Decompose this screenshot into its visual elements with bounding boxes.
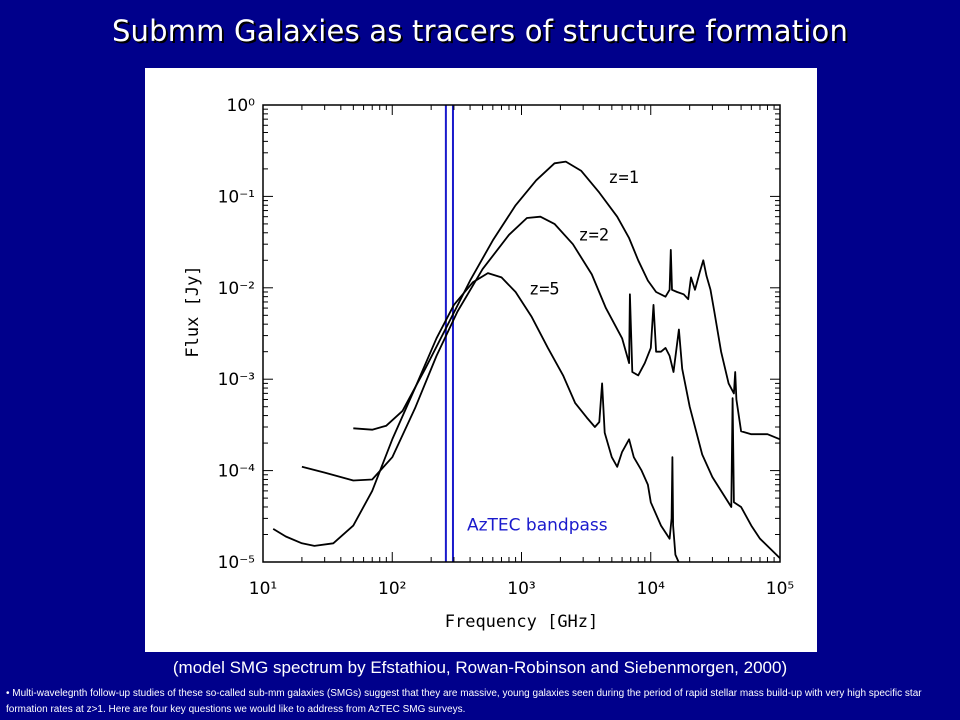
- y-axis-label: Flux [Jy]: [183, 265, 203, 357]
- tick-label-layer: 10¹ 10² 10³ 10⁴ 10⁵ 10⁰ 10⁻¹ 10⁻² 10⁻³ 10⁻⁴ 10⁻⁵: [218, 96, 795, 599]
- series-line-z1: [353, 160, 780, 441]
- aztec-band-layer: [444, 105, 454, 562]
- figure-caption: (model SMG spectrum by Efstathiou, Rowan…: [172, 658, 788, 677]
- axes-layer: [262, 104, 781, 563]
- series-line-z5: [272, 272, 680, 562]
- x-tick-label: 10²: [378, 579, 406, 599]
- slide-title: Submm Galaxies as tracers of structure f…: [111, 14, 849, 48]
- curve-label-z5: z=5: [529, 279, 560, 299]
- x-tick-label: 10⁴: [637, 579, 666, 599]
- y-tick-label: 10⁰: [227, 96, 256, 116]
- plot-frame: [262, 104, 781, 563]
- x-tick-label: 10¹: [249, 579, 277, 599]
- aztec-bandpass-label: AzTEC bandpass: [467, 516, 608, 536]
- x-tick-label: 10³: [507, 579, 535, 599]
- y-tick-label: 10⁻¹: [218, 187, 255, 207]
- y-tick-label: 10⁻⁵: [218, 553, 255, 573]
- y-tick-label: 10⁻²: [218, 279, 255, 299]
- footnote-text: • Multi-wavelegnth follow-up studies of …: [6, 688, 922, 715]
- x-tick-label: 10⁵: [766, 579, 794, 599]
- x-axis-label: Frequency [GHz]: [445, 612, 599, 632]
- y-tick-label: 10⁻⁴: [218, 462, 256, 482]
- figure-panel: 10¹ 10² 10³ 10⁴ 10⁵ 10⁰ 10⁻¹ 10⁻² 10⁻³ 10⁻⁴ 10⁻⁵ F…: [145, 68, 817, 652]
- curve-label-z1: z=1: [608, 168, 639, 188]
- series-line-z2: [301, 215, 780, 559]
- curve-label-z2: z=2: [578, 225, 609, 245]
- series-layer: [272, 160, 780, 562]
- sed-chart: 10¹ 10² 10³ 10⁴ 10⁵ 10⁰ 10⁻¹ 10⁻² 10⁻³ 10⁻⁴ 10⁻⁵ F…: [183, 96, 795, 632]
- y-tick-label: 10⁻³: [218, 370, 255, 390]
- curve-label-layer: z=1 z=2 z=5: [529, 168, 639, 299]
